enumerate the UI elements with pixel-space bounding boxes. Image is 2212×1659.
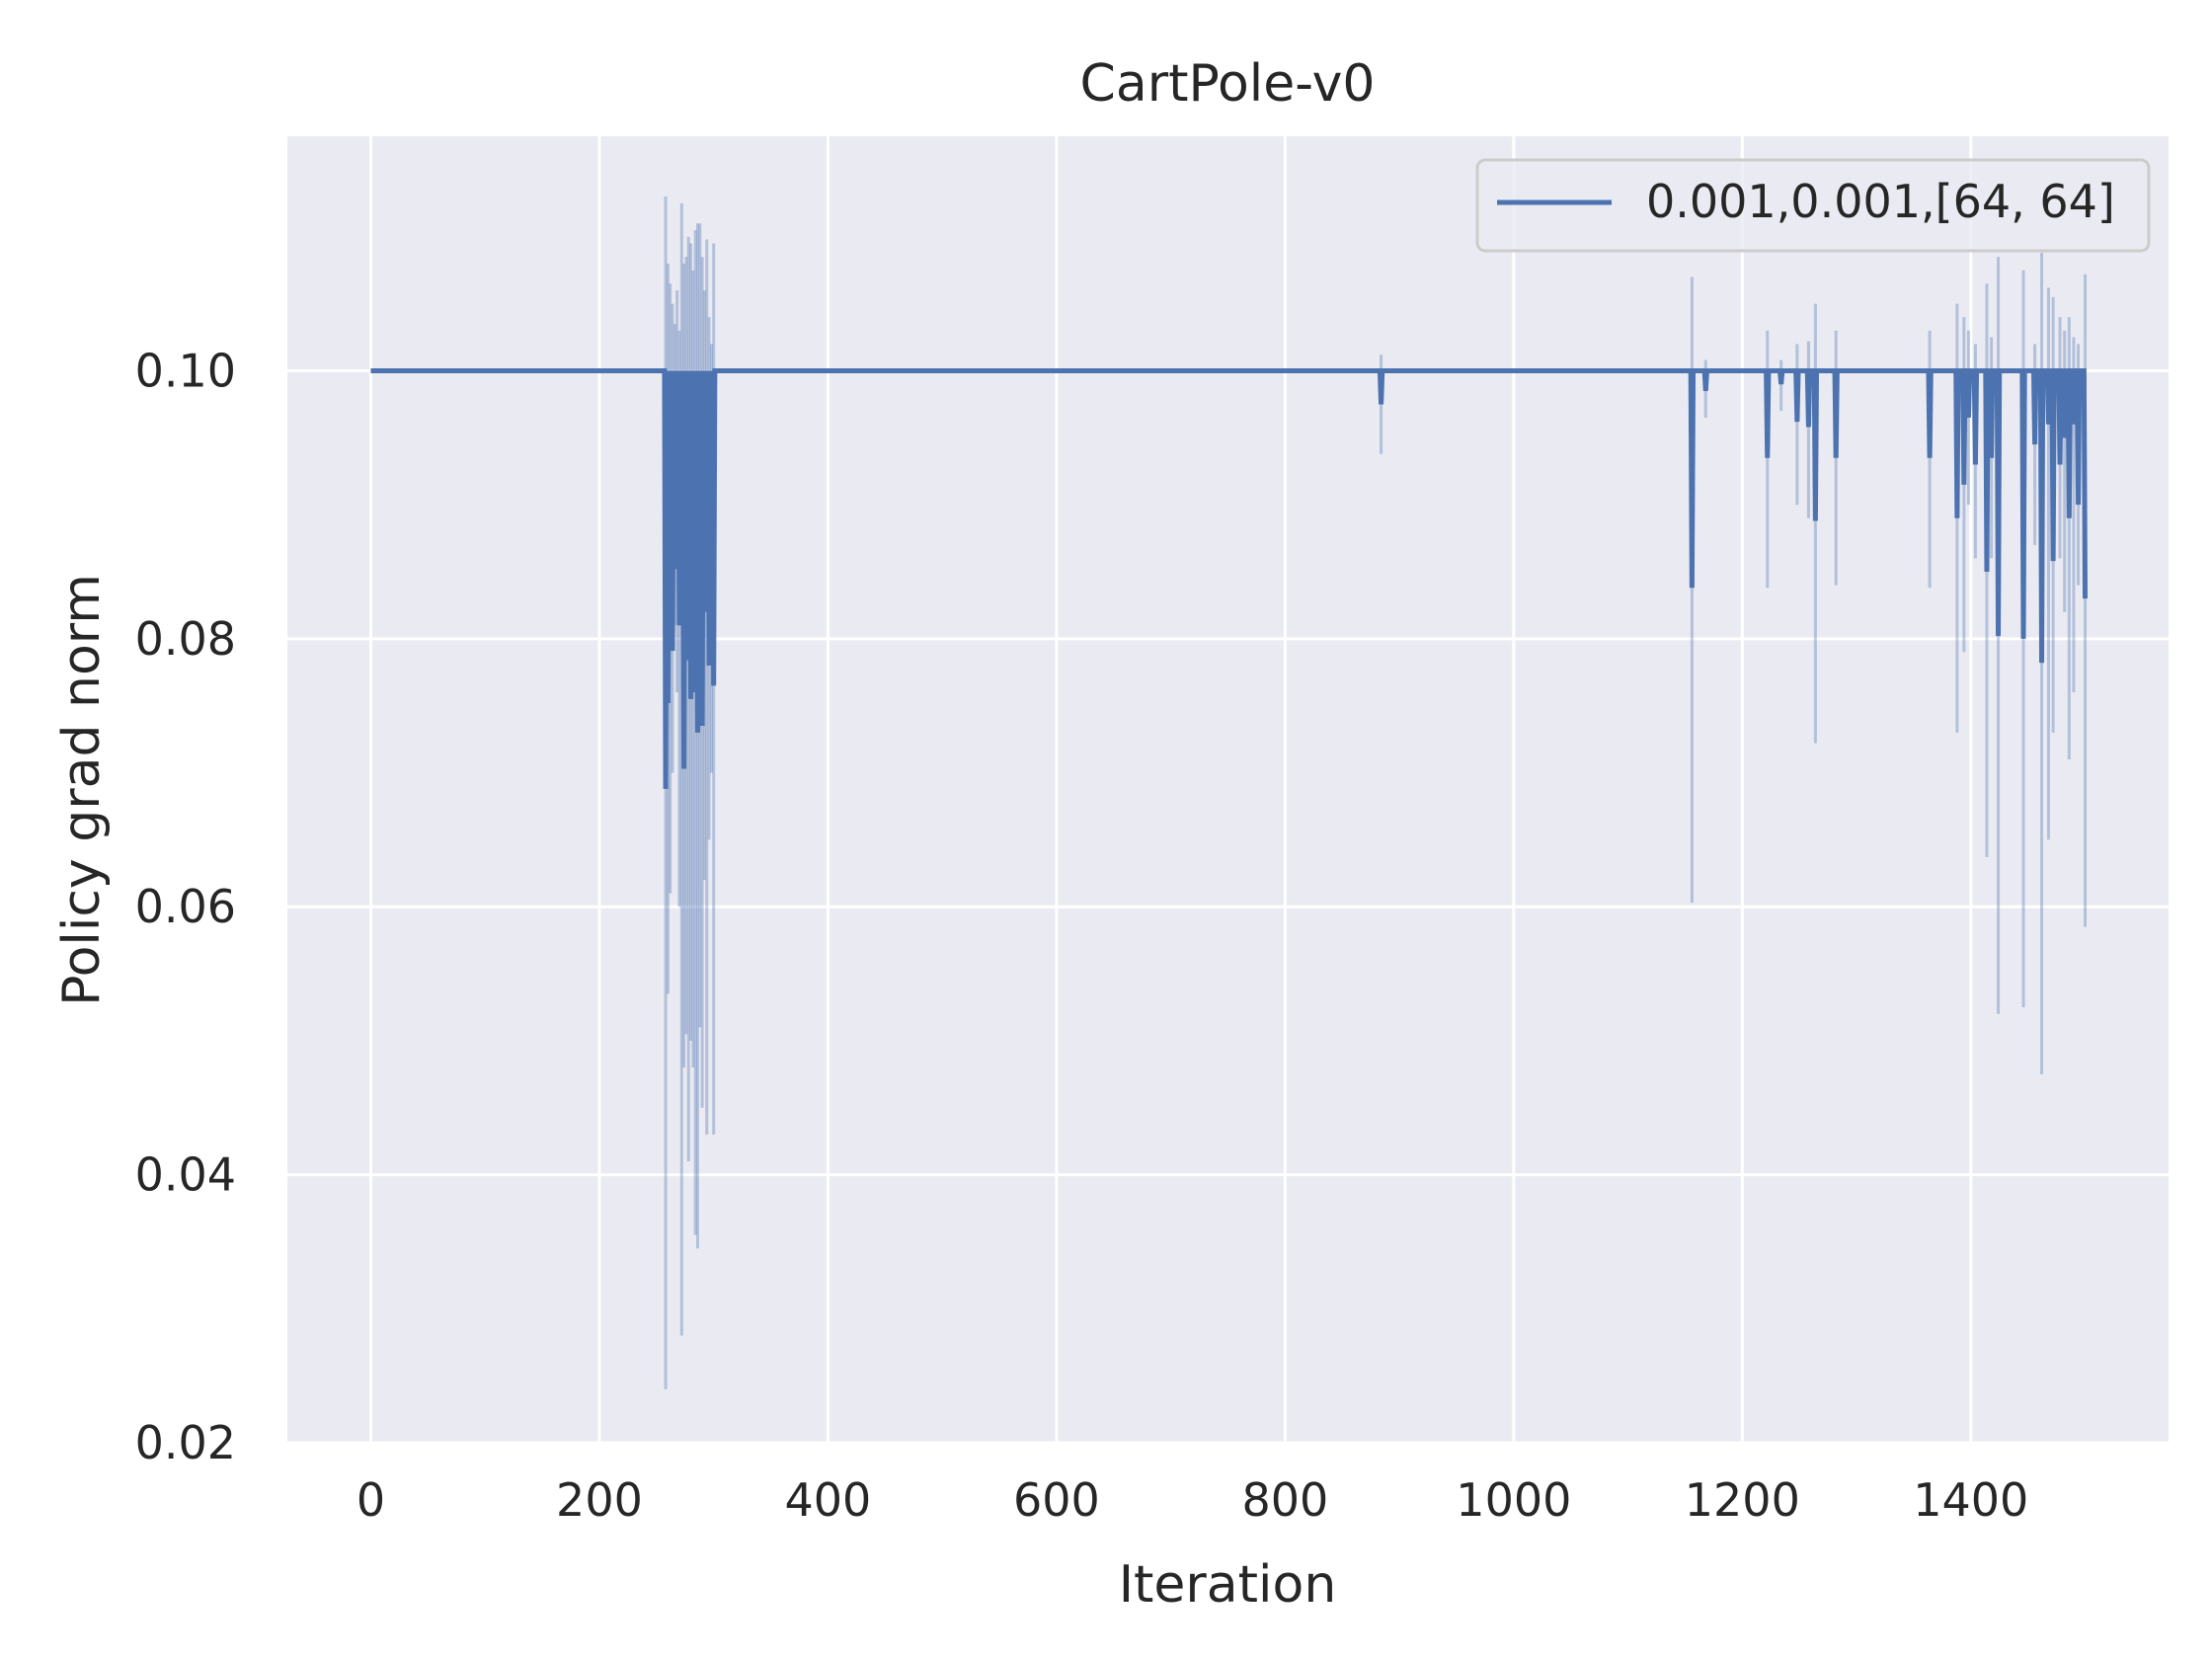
- y-tick-label: 0.08: [135, 612, 236, 666]
- y-tick-label: 0.06: [135, 880, 236, 933]
- y-axis-label: Policy grad norm: [52, 574, 112, 1006]
- x-axis-label: Iteration: [1119, 1555, 1337, 1615]
- x-tick-label: 1400: [1913, 1473, 2028, 1527]
- x-tick-label: 1000: [1456, 1473, 1571, 1527]
- y-tick-label: 0.10: [135, 344, 236, 397]
- legend-series-label: 0.001,0.001,[64, 64]: [1646, 175, 2115, 228]
- series-line: [370, 367, 2089, 789]
- legend: 0.001,0.001,[64, 64]: [1475, 158, 2151, 253]
- x-tick-label: 1200: [1685, 1473, 1800, 1527]
- y-tick-label: 0.02: [135, 1416, 236, 1469]
- x-tick-label: 200: [556, 1473, 643, 1527]
- x-tick-label: 0: [356, 1473, 385, 1527]
- x-tick-label: 600: [1013, 1473, 1100, 1527]
- x-tick-labels: 0 200 400 600 800 1000 1200 1400: [356, 1473, 2028, 1527]
- x-tick-label: 800: [1241, 1473, 1328, 1527]
- series-layer: [370, 367, 2089, 789]
- y-tick-labels: 0.02 0.04 0.06 0.08 0.10: [135, 344, 236, 1469]
- legend-box: [1475, 158, 2151, 253]
- plot-background: [287, 136, 2169, 1443]
- y-tick-label: 0.04: [135, 1148, 236, 1202]
- chart-title: CartPole-v0: [1080, 54, 1376, 114]
- x-tick-label: 400: [785, 1473, 872, 1527]
